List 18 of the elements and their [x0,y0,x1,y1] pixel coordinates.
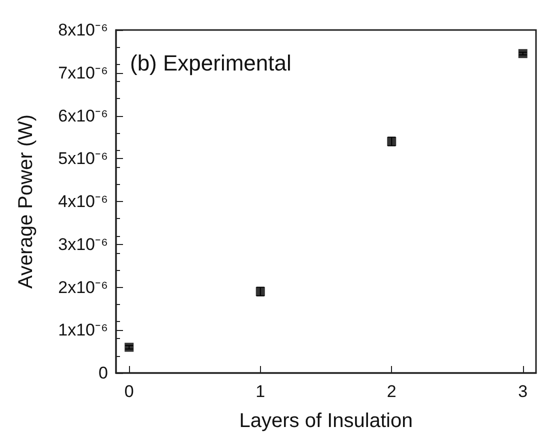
y-tick-label: 3x10⁻⁶ [58,234,108,254]
x-tick-label: 2 [386,382,396,401]
point [124,342,134,352]
y-tick-label: 0 [98,364,108,382]
point [518,49,528,58]
x-tick-label: 3 [518,382,528,401]
x-tick-label: 1 [256,382,266,401]
y-tick-label: 2x10⁻⁶ [58,278,108,297]
x-axis-title: Layers of Insulation [239,410,413,432]
y-tick-label: 1x10⁻⁶ [58,320,108,340]
y-tick-label: 8x10⁻⁶ [58,20,108,40]
y-tick-label: 7x10⁻⁶ [58,63,108,82]
y-tick-label: 5x10⁻⁶ [58,149,108,168]
y-tick-label: 4x10⁻⁶ [58,192,108,211]
y-tick-label: 6x10⁻⁶ [58,106,108,126]
x-tick-label: 0 [124,382,134,401]
y-axis-title: Average Power (W) [15,114,37,289]
annotation: (b) Experimental [130,50,292,76]
